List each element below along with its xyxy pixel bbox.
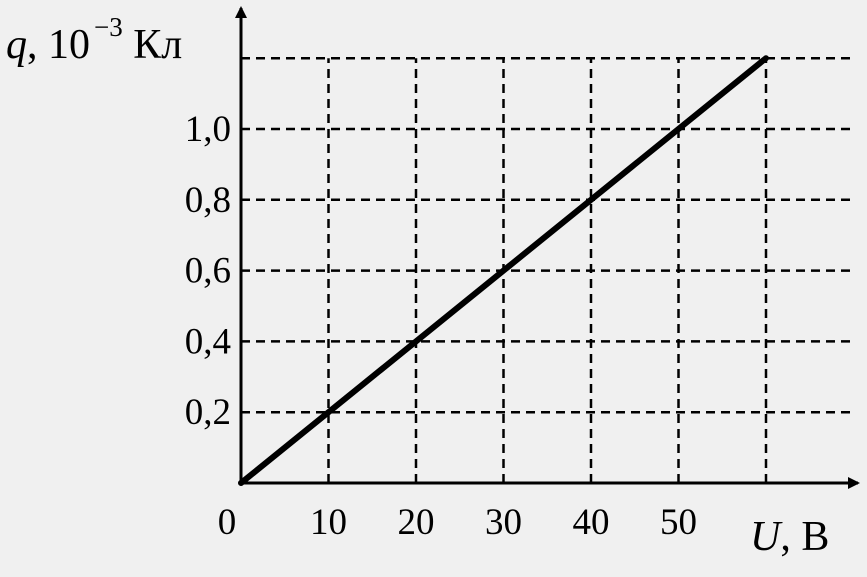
y-tick-label: 1,0 [185,109,231,150]
x-tick-label: 0 [218,502,237,543]
tick-labels: 0 10 20 30 40 50 0,2 0,4 0,6 0,8 1,0 [185,109,697,543]
series [238,55,769,486]
y-tick-label: 0,4 [185,321,231,362]
x-axis-label: U, В [750,514,829,560]
x-tick-label: 20 [398,502,435,543]
series-line [238,55,769,486]
y-tick-label: 0,8 [185,180,231,221]
grid [241,56,855,483]
x-tick-label: 10 [310,502,347,543]
y-axis-label: q, 10 −3 Кл [6,12,182,68]
y-tick-label: 0,2 [185,392,231,433]
x-tick-label: 40 [573,502,610,543]
y-tick-label: 0,6 [185,251,231,292]
x-tick-label: 50 [660,502,697,543]
x-tick-label: 30 [485,502,522,543]
